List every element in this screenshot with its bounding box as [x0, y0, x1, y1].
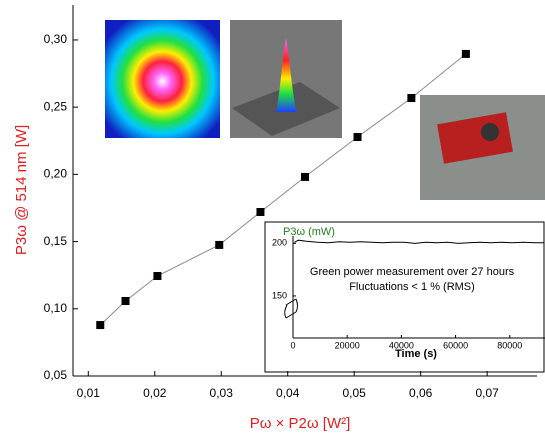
laser-photo [420, 95, 545, 200]
x-tick-label: 0,04 [276, 386, 300, 400]
x-tick-label: 20000 [335, 340, 360, 350]
data-point [301, 172, 309, 181]
x-axis-label: Pω × P2ω [W²] [250, 415, 351, 432]
x-tick-label: 0,01 [77, 386, 101, 400]
beam-profile-image [105, 20, 220, 138]
y-axis-label: P3ω @ 514 nm [W] [13, 125, 30, 255]
x-tick-label: 0,03 [210, 386, 234, 400]
data-point [407, 94, 416, 103]
x-tick-label: 40000 [389, 340, 414, 350]
x-tick-label: 0,02 [143, 386, 167, 400]
data-point [461, 49, 470, 58]
data-point [256, 208, 265, 217]
x-axis-label: Time (s) [395, 348, 437, 360]
x-tick-label: 60000 [443, 340, 468, 350]
y-tick-label: 0,10 [44, 301, 68, 315]
axis-break [284, 298, 298, 319]
data-line [294, 239, 544, 244]
annotation: Green power measurement over 27 hours [310, 266, 515, 278]
inset-frame [264, 221, 545, 373]
data-point [121, 296, 130, 305]
y-axis-label: P3ω (mW) [283, 226, 335, 238]
y-tick-label: 0,20 [44, 167, 68, 181]
data-point [215, 240, 224, 249]
data-point [153, 271, 162, 280]
y-tick-label: 0,15 [44, 234, 68, 248]
y-tick-label: 200 [272, 238, 287, 248]
y-tick-label: 0,25 [44, 99, 68, 113]
x-tick-label: 0,07 [475, 386, 499, 400]
y-tick-label: 0,30 [44, 32, 68, 46]
y-tick-label: 0,05 [44, 368, 68, 382]
annotation: Fluctuations < 1 % (RMS) [349, 281, 475, 293]
x-tick-label: 0,05 [343, 386, 367, 400]
x-tick-label: 0 [290, 340, 295, 350]
x-tick-label: 80000 [497, 340, 522, 350]
x-tick-label: 0,06 [409, 386, 433, 400]
beam-3d-image [230, 20, 342, 138]
data-point [353, 133, 362, 142]
y-tick-label: 150 [272, 290, 287, 300]
data-point [96, 321, 105, 330]
